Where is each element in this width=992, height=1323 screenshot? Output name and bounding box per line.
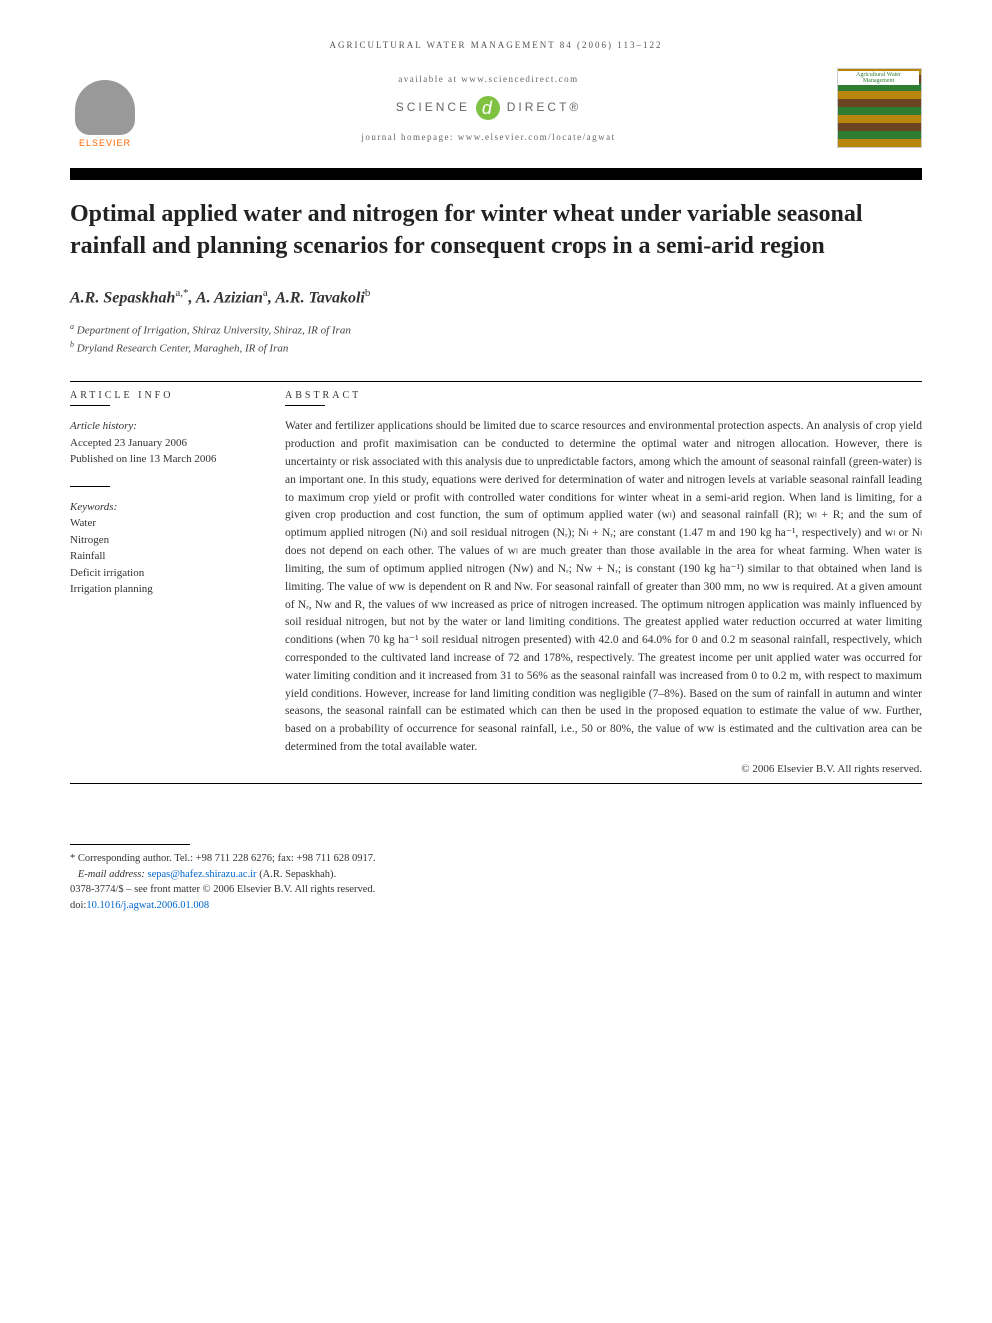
elsevier-text: ELSEVIER [79,138,131,148]
author-3-sup: b [365,287,371,299]
abstract-rule [285,405,325,406]
abstract-text: Water and fertilizer applications should… [285,418,922,756]
divider-top [70,381,922,382]
email-line: E-mail address: sepas@hafez.shirazu.ac.i… [70,867,922,883]
keyword-4: Deficit irrigation [70,565,255,582]
sciencedirect-left: SCIENCE [396,100,470,114]
black-separator-bar [70,168,922,180]
published-date: Published on line 13 March 2006 [70,451,255,468]
doi-label: doi: [70,900,86,911]
article-history: Article history: Accepted 23 January 200… [70,418,255,468]
author-1: A.R. Sepaskhah [70,289,175,306]
article-info-column: ARTICLE INFO Article history: Accepted 2… [70,390,255,774]
author-2: A. Azizian [196,289,263,306]
abstract-column: ABSTRACT Water and fertilizer applicatio… [285,390,922,774]
sciencedirect-logo: SCIENCE d DIRECT® [140,96,837,120]
footer-rule [70,844,190,845]
article-info-heading: ARTICLE INFO [70,390,255,401]
abstract-heading: ABSTRACT [285,390,922,401]
header-logo-row: ELSEVIER available at www.sciencedirect.… [70,68,922,148]
email-label: E-mail address: [78,869,145,880]
keyword-3: Rainfall [70,548,255,565]
email-address[interactable]: sepas@hafez.shirazu.ac.ir [147,869,256,880]
keywords-block: Keywords: Water Nitrogen Rainfall Defici… [70,499,255,598]
keyword-5: Irrigation planning [70,581,255,598]
journal-citation: AGRICULTURAL WATER MANAGEMENT 84 (2006) … [70,40,922,50]
affiliation-b: b Dryland Research Center, Maragheh, IR … [70,339,922,357]
keywords-label: Keywords: [70,499,255,516]
journal-cover-text: Agricultural Water Management [838,71,919,85]
page-header: AGRICULTURAL WATER MANAGEMENT 84 (2006) … [70,40,922,148]
journal-cover-logo: Agricultural Water Management [837,68,922,148]
accepted-date: Accepted 23 January 2006 [70,435,255,452]
elsevier-logo: ELSEVIER [70,68,140,148]
author-1-sup: a,* [175,287,188,299]
copyright-text: © 2006 Elsevier B.V. All rights reserved… [285,763,922,775]
doi-link[interactable]: 10.1016/j.agwat.2006.01.008 [86,900,209,911]
article-title: Optimal applied water and nitrogen for w… [70,198,922,263]
article-info-rule [70,405,110,406]
affiliations: a Department of Irrigation, Shiraz Unive… [70,321,922,357]
header-center: available at www.sciencedirect.com SCIEN… [140,74,837,142]
affiliation-a: a Department of Irrigation, Shiraz Unive… [70,321,922,339]
issn-line: 0378-3774/$ – see front matter © 2006 El… [70,882,922,898]
sciencedirect-right: DIRECT® [507,100,582,114]
page-footer: * Corresponding author. Tel.: +98 711 22… [70,844,922,914]
elsevier-tree-icon [75,80,135,135]
content-columns: ARTICLE INFO Article history: Accepted 2… [70,390,922,774]
history-label: Article history: [70,418,255,435]
keyword-2: Nitrogen [70,532,255,549]
keyword-1: Water [70,515,255,532]
journal-homepage: journal homepage: www.elsevier.com/locat… [140,132,837,142]
authors-list: A.R. Sepaskhaha,*, A. Aziziana, A.R. Tav… [70,287,922,307]
available-at-text: available at www.sciencedirect.com [140,74,837,84]
sciencedirect-d-icon: d [476,96,500,120]
author-2-sup: a [263,287,268,299]
doi-line: doi:10.1016/j.agwat.2006.01.008 [70,898,922,914]
keywords-rule [70,486,110,487]
divider-bottom [70,783,922,784]
author-3: A.R. Tavakoli [275,289,365,306]
corresponding-author: * Corresponding author. Tel.: +98 711 22… [70,851,922,867]
email-attribution: (A.R. Sepaskhah). [259,869,336,880]
